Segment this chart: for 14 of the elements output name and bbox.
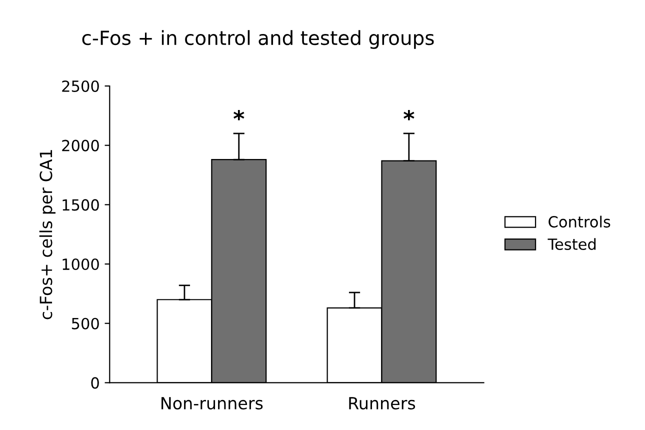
legend-label: Tested [548,238,596,250]
chart-title: c-Fos + in control and tested groups [82,30,434,49]
annotation: * [234,110,244,120]
y-axis-title: c-Fos+ cells per CA1 [39,150,56,320]
y-tick-label: 2500 [62,80,99,92]
y-tick-label: 0 [91,377,99,389]
y-tick-label: 1500 [62,199,99,211]
annotation: * [404,110,414,120]
legend-label: Controls [548,216,610,228]
y-tick-label: 2000 [62,140,99,152]
x-tick-label: Non-runners [162,397,263,410]
x-tick-label: Runners [349,397,416,410]
y-tick-label: 500 [72,318,99,330]
y-tick-label: 1000 [62,258,99,270]
